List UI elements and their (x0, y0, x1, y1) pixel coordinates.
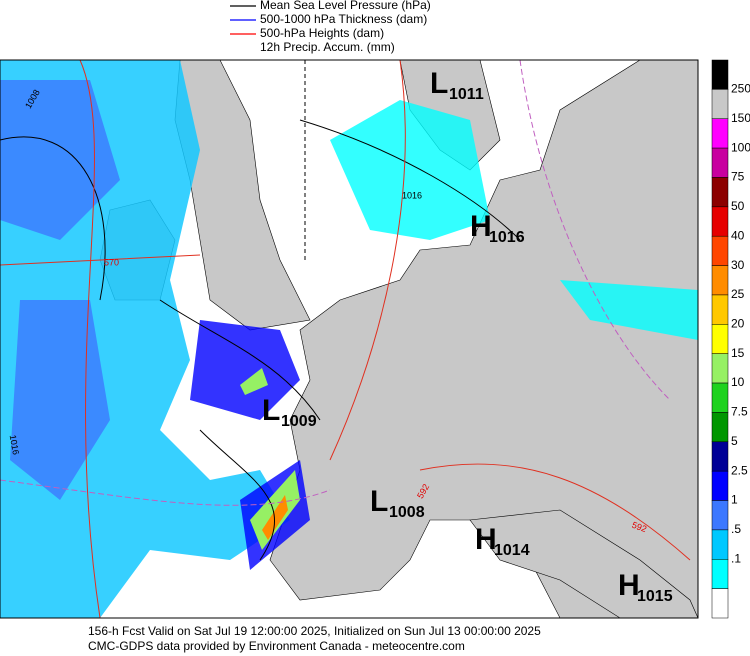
legend-label: 500-1000 hPa Thickness (dam) (260, 12, 427, 26)
colorbar-label: 25 (731, 287, 745, 301)
system-letter: L (430, 67, 448, 100)
colorbar-label: 150 (731, 111, 750, 125)
colorbar-box (711, 529, 729, 560)
colorbar-box (711, 59, 729, 90)
colorbar-label: .5 (731, 522, 741, 536)
colorbar-box (711, 235, 729, 266)
colorbar-box (711, 412, 729, 443)
colorbar-box (711, 206, 729, 237)
colorbar-box (711, 324, 729, 354)
contour-label: 570 (104, 257, 119, 267)
system-pressure: 1009 (281, 413, 317, 430)
colorbar-box (711, 147, 729, 178)
system-letter: H (470, 210, 492, 243)
colorbar-label: 7.5 (731, 405, 748, 419)
colorbar-box (711, 89, 729, 119)
system-pressure: 1011 (449, 86, 484, 103)
colorbar-label: 250 (731, 82, 750, 96)
colorbar-label: 100 (731, 140, 750, 154)
system-pressure: 1016 (489, 229, 525, 246)
contour-label: 592 (631, 520, 649, 535)
system-pressure: 1014 (494, 542, 530, 559)
colorbar-box (711, 118, 729, 149)
footer-text: CMC-GDPS data provided by Environment Ca… (88, 639, 465, 653)
colorbar-label: 50 (731, 199, 745, 213)
legend-label: 500-hPa Heights (dam) (260, 26, 384, 40)
colorbar-box (711, 265, 729, 296)
colorbar-box (711, 588, 729, 619)
footer-text: 156-h Fcst Valid on Sat Jul 19 12:00:00 … (88, 624, 541, 638)
colorbar-label: 40 (731, 228, 745, 242)
precip-area (262, 495, 288, 540)
colorbar-label: 15 (731, 346, 745, 360)
colorbar-label: 10 (731, 375, 745, 389)
colorbar-label: 30 (731, 258, 745, 272)
colorbar-label: 2.5 (731, 463, 748, 477)
thickness-contour (0, 59, 671, 506)
colorbar-box (711, 559, 729, 589)
system-letter: H (475, 523, 497, 556)
colorbar-label: .1 (731, 551, 741, 565)
colorbar-box (711, 500, 729, 531)
map-frame (0, 59, 699, 619)
colorbar-box (711, 177, 729, 208)
system-pressure: 1008 (389, 504, 425, 521)
precip-area (330, 100, 698, 340)
contour-label: 1016 (8, 434, 21, 455)
colorbar-box (711, 441, 729, 472)
colorbar-label: 75 (731, 170, 745, 184)
height-contour (0, 59, 691, 619)
isobar (0, 119, 521, 561)
system-letter: L (370, 485, 388, 518)
colorbar-label: 5 (731, 434, 738, 448)
colorbar-box (711, 382, 729, 413)
map (0, 59, 699, 619)
legend-label: 12h Precip. Accum. (mm) (260, 40, 395, 54)
legend-label: Mean Sea Level Pressure (hPa) (260, 0, 431, 12)
precip-area (0, 80, 120, 500)
colorbar-box (711, 470, 729, 501)
system-letter: H (618, 569, 640, 602)
colorbar-label: 20 (731, 316, 745, 330)
colorbar-label: 1 (731, 493, 738, 507)
colorbar-box (711, 294, 729, 325)
system-letter: L (262, 394, 280, 427)
contour-label: 1016 (402, 190, 422, 200)
system-pressure: 1015 (637, 588, 673, 605)
colorbar-box (711, 353, 729, 384)
